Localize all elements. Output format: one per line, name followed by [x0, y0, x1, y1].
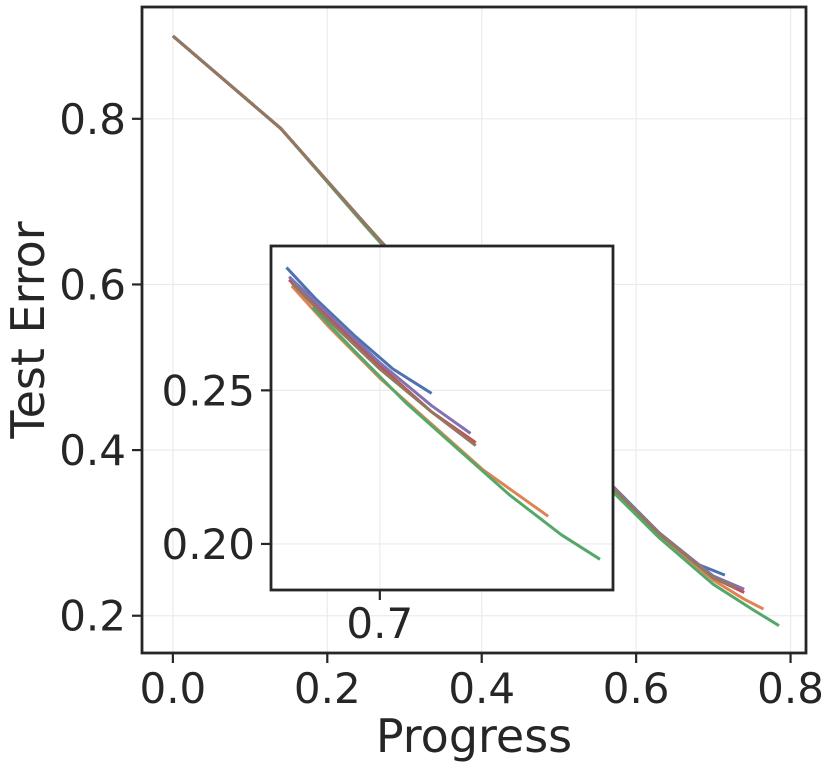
inset-y-tick-label-0: 0.20	[161, 520, 255, 569]
y-axis-title: Test Error	[1, 221, 55, 439]
inset-series-group	[285, 266, 601, 561]
main-x-tick-label-2: 0.4	[448, 664, 515, 713]
main-x-tick-label-1: 0.2	[294, 664, 361, 713]
inset-series-5-line	[288, 275, 472, 435]
main-y-tick-label-2: 0.6	[59, 260, 126, 309]
inset-series-1-line	[285, 266, 433, 395]
main-x-tick-label-0: 0.0	[139, 664, 206, 713]
inset-chart: 0.7 0.20 0.25	[161, 244, 615, 648]
inset-series-3-line	[311, 306, 601, 561]
main-plot-frame	[140, 5, 808, 655]
main-x-tick-label-4: 0.8	[757, 664, 824, 713]
x-axis-title: Progress	[376, 709, 572, 763]
inset-ticks: 0.7 0.20 0.25	[161, 366, 413, 648]
inset-plot-frame	[269, 244, 615, 592]
inset-series-6-line	[290, 281, 477, 447]
main-y-tick-label-3: 0.8	[59, 95, 126, 144]
inset-grid	[271, 246, 613, 590]
main-y-tick-label-0: 0.2	[59, 592, 126, 641]
main-x-tick-label-3: 0.6	[603, 664, 670, 713]
main-ticks: 0.0 0.2 0.4 0.6 0.8 0.2 0.4 0.6 0.8	[59, 95, 824, 713]
main-grid	[142, 7, 806, 653]
inset-x-tick-label-0: 0.7	[346, 599, 413, 648]
inset-y-tick-label-1: 0.25	[161, 366, 255, 415]
main-y-tick-label-1: 0.4	[59, 426, 126, 475]
